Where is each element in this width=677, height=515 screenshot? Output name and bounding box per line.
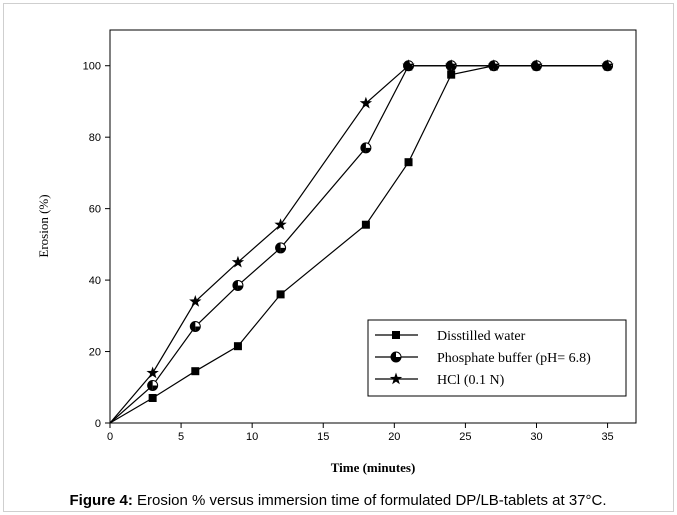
marker-quarter bbox=[396, 357, 401, 362]
marker bbox=[148, 393, 157, 402]
x-axis-label: Time (minutes) bbox=[331, 460, 416, 475]
marker-star bbox=[231, 255, 245, 268]
y-tick-label: 60 bbox=[89, 204, 101, 216]
marker-half bbox=[360, 142, 366, 153]
marker-square bbox=[276, 290, 285, 299]
marker-square bbox=[404, 158, 413, 167]
x-tick-label: 35 bbox=[601, 431, 613, 443]
y-tick-label: 20 bbox=[89, 347, 101, 359]
marker-square bbox=[447, 70, 456, 79]
marker bbox=[445, 59, 458, 71]
x-tick-label: 0 bbox=[107, 431, 113, 443]
marker-star bbox=[274, 218, 287, 230]
legend-label: Phosphate buffer (pH= 6.8) bbox=[437, 351, 591, 366]
x-tick-label: 20 bbox=[388, 431, 400, 443]
marker bbox=[392, 331, 400, 339]
marker bbox=[360, 142, 372, 154]
marker bbox=[402, 59, 415, 71]
marker-square bbox=[392, 331, 400, 339]
legend: Disstilled water Phosphate buffer (pH= 6.… bbox=[367, 319, 627, 397]
marker-quarter bbox=[237, 285, 243, 291]
marker-half bbox=[391, 352, 396, 362]
marker bbox=[389, 372, 403, 385]
caption: Figure 4: Erosion % versus immersion tim… bbox=[69, 492, 606, 509]
marker-quarter bbox=[280, 247, 286, 253]
y-tick-label: 100 bbox=[83, 61, 101, 73]
marker-star bbox=[601, 59, 614, 71]
y-axis-label: Erosion (%) bbox=[36, 194, 51, 257]
marker bbox=[275, 242, 287, 254]
legend-label: Disstilled water bbox=[437, 329, 526, 344]
marker-square bbox=[361, 220, 370, 229]
marker-star bbox=[189, 295, 202, 307]
marker bbox=[233, 342, 242, 351]
marker-star bbox=[530, 59, 543, 71]
x-tick-label: 25 bbox=[459, 431, 471, 443]
frame bbox=[3, 3, 674, 512]
marker bbox=[530, 59, 543, 71]
marker bbox=[232, 279, 244, 291]
marker-quarter bbox=[152, 385, 158, 391]
marker-half bbox=[275, 242, 281, 253]
marker bbox=[189, 295, 202, 307]
marker-quarter bbox=[195, 326, 201, 332]
x-tick-label: 30 bbox=[530, 431, 542, 443]
marker-star bbox=[445, 59, 458, 71]
caption-text: Erosion % versus immersion time of formu… bbox=[137, 492, 607, 509]
y-tick-label: 40 bbox=[89, 275, 101, 287]
marker bbox=[276, 290, 285, 299]
marker-quarter bbox=[365, 147, 371, 153]
legend-box bbox=[367, 319, 627, 397]
marker-star bbox=[146, 366, 159, 379]
marker-star bbox=[487, 59, 501, 71]
marker bbox=[359, 96, 373, 109]
marker bbox=[404, 158, 413, 167]
marker bbox=[146, 366, 159, 379]
marker bbox=[191, 367, 200, 376]
marker-star bbox=[359, 96, 373, 109]
marker-half bbox=[147, 380, 153, 391]
marker bbox=[487, 59, 501, 71]
legend-label: HCl (0.1 N) bbox=[437, 373, 505, 388]
marker bbox=[390, 351, 402, 363]
marker bbox=[147, 379, 159, 391]
marker-star bbox=[402, 59, 415, 71]
x-tick-label: 10 bbox=[246, 431, 258, 443]
marker bbox=[274, 218, 287, 230]
marker-square bbox=[148, 393, 157, 402]
marker-half bbox=[190, 321, 196, 332]
marker bbox=[361, 220, 370, 229]
x-tick-label: 5 bbox=[178, 431, 184, 443]
marker bbox=[231, 255, 245, 268]
marker bbox=[189, 321, 201, 333]
marker-square bbox=[191, 367, 200, 376]
marker bbox=[447, 70, 456, 79]
marker bbox=[601, 59, 614, 71]
x-tick-label: 15 bbox=[317, 431, 329, 443]
marker-star bbox=[389, 372, 403, 385]
marker-square bbox=[233, 342, 242, 351]
plot-border bbox=[109, 29, 637, 424]
caption-label: Figure 4: bbox=[69, 492, 132, 509]
y-tick-label: 0 bbox=[95, 418, 101, 430]
y-tick-label: 80 bbox=[89, 132, 101, 144]
marker-half bbox=[232, 280, 238, 291]
